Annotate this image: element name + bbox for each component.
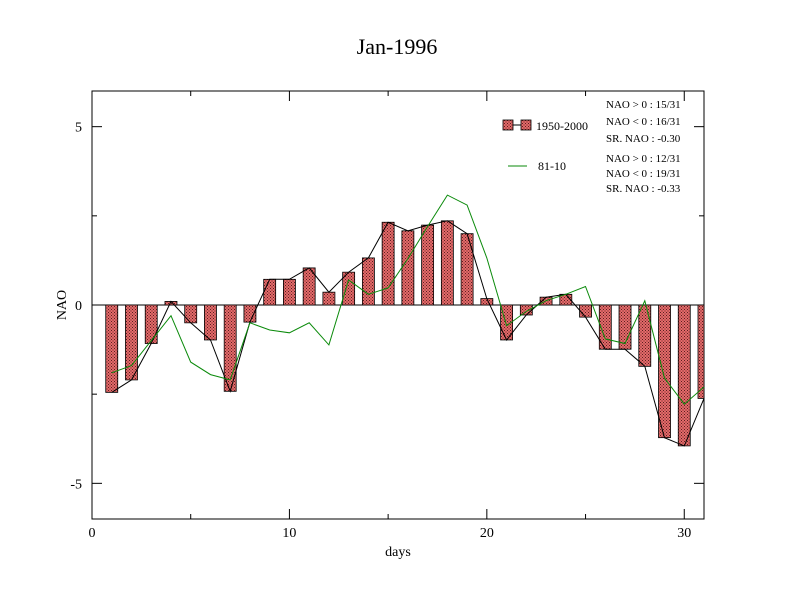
x-axis-label: days (385, 545, 411, 560)
legend-label-81-10: 81-10 (538, 159, 566, 173)
bar-day-28 (638, 304, 652, 367)
line-1950-2000 (111, 220, 705, 447)
bar-day-30 (677, 304, 691, 447)
y-tick-label: 0 (75, 299, 82, 314)
legend: 1950-2000 81-10 NAO > 0 : 15/31 NAO < 0 … (502, 99, 681, 195)
bar-day-19 (460, 233, 474, 306)
bar-day-3 (144, 304, 158, 344)
y-tick-label: 5 (75, 121, 82, 136)
bar-day-10 (283, 278, 296, 306)
bar-day-5 (184, 304, 198, 324)
x-tick-label: 0 (89, 526, 96, 541)
stats-1950-2000-sr: SR. NAO : -0.30 (606, 133, 681, 145)
bar-day-15 (381, 221, 395, 306)
bar-day-6 (204, 304, 217, 341)
bar-day-17 (421, 224, 435, 306)
x-tick-label: 10 (282, 526, 296, 541)
legend-bar-swatch-2 (520, 119, 532, 131)
bar-day-25 (579, 304, 592, 318)
line-81-10 (111, 194, 705, 405)
bar-day-14 (361, 257, 375, 306)
axis-ticks: 0 10 20 30 -5 0 5 (70, 91, 704, 541)
stats-1950-2000-positive: NAO > 0 : 15/31 (606, 99, 681, 111)
bar-series-1950-2000 (105, 220, 705, 447)
bar-day-9 (263, 278, 277, 306)
bar-day-16 (401, 230, 415, 306)
bar-day-22 (519, 304, 533, 316)
y-axis-label: NAO (55, 290, 70, 320)
line-series (111, 194, 705, 447)
x-tick-label: 30 (677, 526, 691, 541)
legend-label-1950-2000: 1950-2000 (536, 119, 588, 133)
y-tick-label: -5 (70, 477, 82, 492)
bar-day-2 (125, 304, 138, 381)
chart-title: Jan-1996 (357, 34, 438, 59)
stats-1950-2000-negative: NAO < 0 : 16/31 (606, 116, 681, 128)
x-tick-label: 20 (480, 526, 494, 541)
legend-bar-swatch-1 (502, 119, 514, 131)
stats-81-10-positive: NAO > 0 : 12/31 (606, 153, 681, 165)
bar-day-1 (105, 304, 119, 393)
bar-day-12 (322, 291, 336, 306)
bar-day-18 (440, 220, 454, 306)
stats-81-10-negative: NAO < 0 : 19/31 (606, 168, 681, 180)
bar-day-31 (697, 304, 705, 399)
stats-81-10-sr: SR. NAO : -0.33 (606, 183, 681, 195)
bar-day-29 (658, 304, 671, 439)
